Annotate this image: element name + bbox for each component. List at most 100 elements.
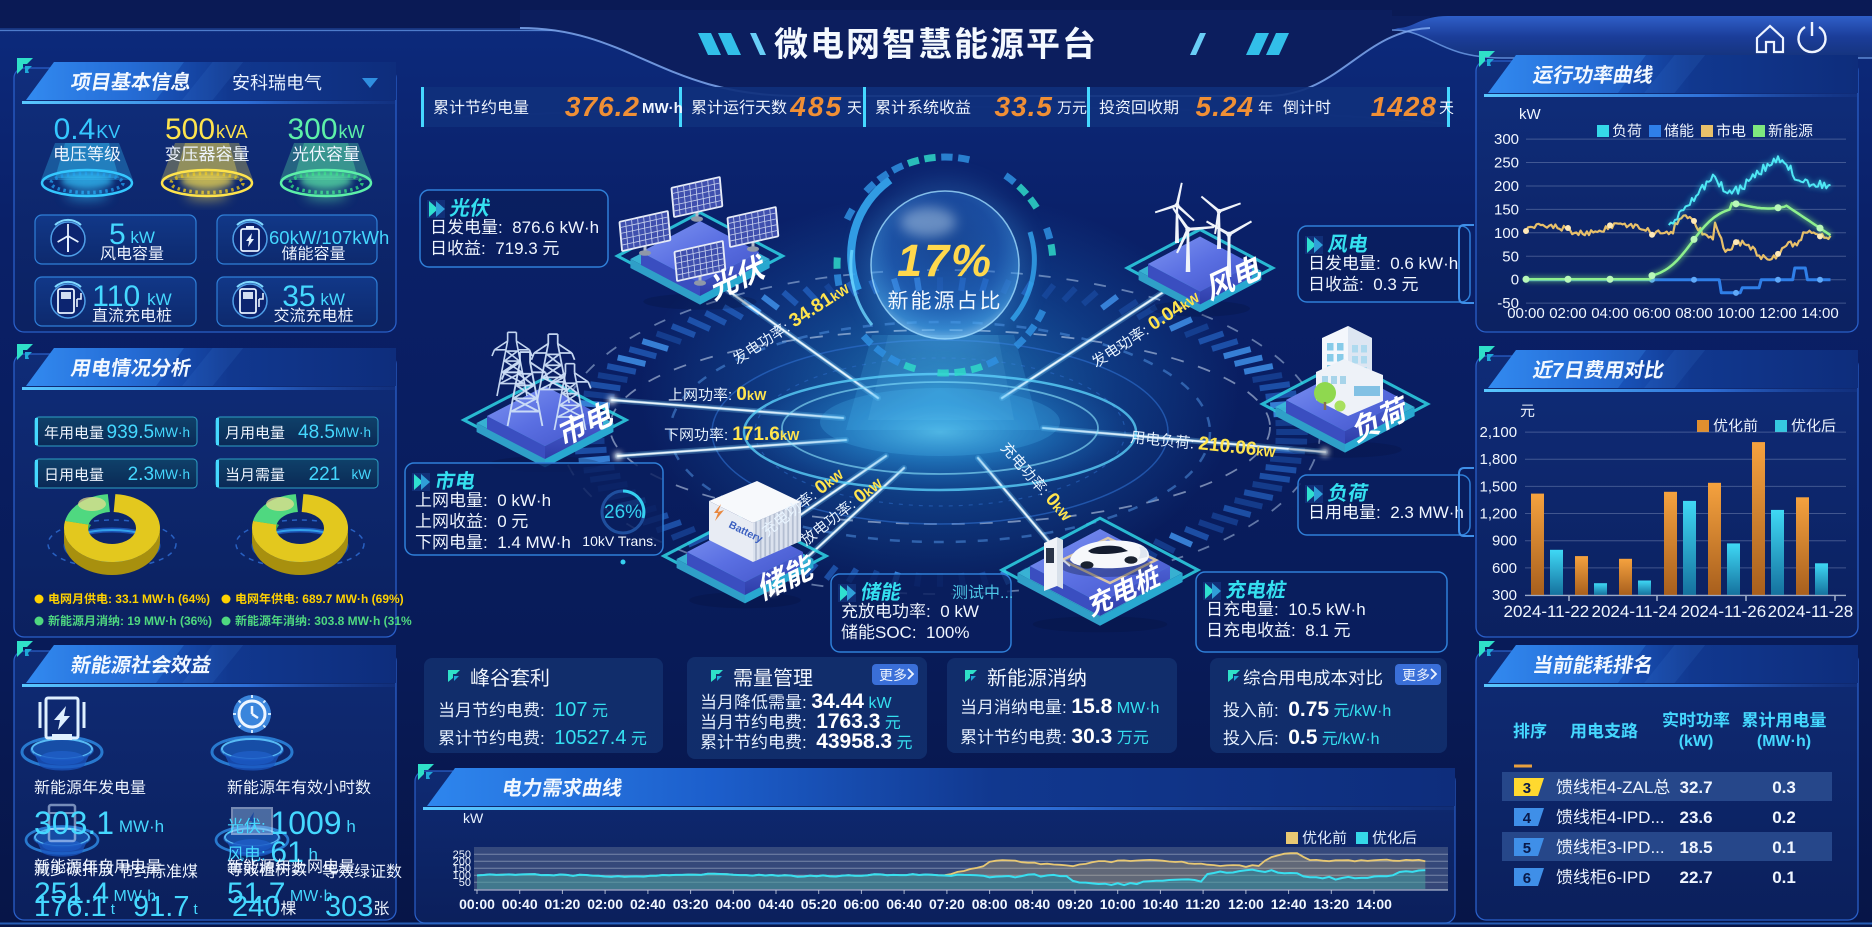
svg-text:2.3: 2.3	[128, 464, 154, 485]
svg-text:13:20: 13:20	[1313, 896, 1349, 912]
svg-text:2024-11-24: 2024-11-24	[1592, 602, 1678, 621]
svg-text:1,500: 1,500	[1480, 478, 1518, 495]
svg-text:MW·h: MW·h	[109, 888, 156, 905]
svg-text:kW: kW	[864, 695, 892, 712]
svg-text:1009: 1009	[270, 805, 341, 841]
svg-text::: :	[1062, 728, 1071, 747]
svg-text:200: 200	[453, 856, 471, 868]
svg-text:22.7: 22.7	[1680, 868, 1713, 887]
svg-text:300: 300	[1492, 587, 1517, 604]
svg-text:107: 107	[554, 699, 587, 721]
svg-text:4: 4	[1523, 810, 1532, 827]
svg-text:6-IPD: 6-IPD	[1607, 868, 1650, 887]
svg-text::: :	[261, 817, 270, 836]
svg-text:2024-11-26: 2024-11-26	[1681, 602, 1767, 621]
svg-text:100: 100	[1494, 225, 1519, 242]
svg-text::: :	[108, 592, 115, 606]
svg-text:10:00: 10:00	[1717, 305, 1755, 322]
svg-text:17%: 17%	[897, 235, 993, 286]
svg-text:kW: kW	[1519, 106, 1542, 123]
svg-text:1763.3: 1763.3	[816, 710, 880, 733]
svg-text:14:00: 14:00	[1801, 305, 1839, 322]
svg-text::: :	[483, 512, 497, 531]
svg-text::: :	[498, 218, 512, 237]
svg-text:33.1 MW·h (64%): 33.1 MW·h (64%)	[115, 592, 210, 606]
svg-text:150: 150	[1494, 201, 1519, 218]
svg-text:26%: 26%	[604, 502, 642, 523]
svg-text:300: 300	[1494, 131, 1519, 148]
svg-text:2,100: 2,100	[1480, 424, 1518, 441]
svg-text:900: 900	[1492, 533, 1517, 550]
svg-text:10527.4: 10527.4	[554, 727, 626, 749]
svg-text:50: 50	[1502, 248, 1519, 265]
svg-text:00:40: 00:40	[502, 896, 538, 912]
svg-text:06:00: 06:00	[1633, 305, 1671, 322]
svg-text:2.3 MW·h: 2.3 MW·h	[1390, 503, 1464, 522]
svg-text:02:00: 02:00	[1549, 305, 1587, 322]
svg-text:KV: KV	[96, 122, 120, 142]
svg-text:07:20: 07:20	[929, 896, 965, 912]
svg-text:303.8 MW·h (31%: 303.8 MW·h (31%	[314, 614, 412, 628]
svg-text:h: h	[342, 817, 356, 836]
svg-text:100%: 100%	[926, 623, 969, 642]
svg-text::: :	[1189, 435, 1199, 453]
svg-text:1428: 1428	[1371, 91, 1437, 122]
svg-text:14:00: 14:00	[1356, 896, 1392, 912]
svg-text:02:00: 02:00	[587, 896, 623, 912]
svg-text:00:00: 00:00	[459, 896, 495, 912]
svg-text:0: 0	[736, 384, 747, 405]
svg-text:19 MW·h (36%): 19 MW·h (36%)	[127, 614, 212, 628]
svg-text:0 kW·h: 0 kW·h	[497, 491, 551, 510]
svg-text::: :	[295, 592, 302, 606]
svg-text::: :	[1291, 621, 1305, 640]
svg-text:t: t	[189, 901, 198, 918]
svg-text::: :	[802, 733, 816, 752]
svg-text:251.4: 251.4	[34, 877, 109, 910]
svg-text::: :	[1062, 698, 1071, 717]
svg-text:05:20: 05:20	[801, 896, 837, 912]
svg-text:50: 50	[459, 877, 471, 889]
svg-text:1,200: 1,200	[1480, 506, 1518, 523]
svg-text:kW: kW	[340, 467, 371, 482]
svg-text::: :	[1376, 503, 1390, 522]
svg-text:43958.3: 43958.3	[816, 730, 892, 753]
svg-text:12:40: 12:40	[1271, 896, 1307, 912]
svg-text:0: 0	[1511, 272, 1519, 289]
svg-text:kW: kW	[747, 388, 767, 403]
svg-text:02:40: 02:40	[630, 896, 666, 912]
svg-text:10:40: 10:40	[1143, 896, 1179, 912]
svg-text:04:40: 04:40	[758, 896, 794, 912]
svg-text:08:00: 08:00	[972, 896, 1008, 912]
svg-text:48.5: 48.5	[298, 422, 335, 443]
svg-text:04:00: 04:00	[1591, 305, 1629, 322]
svg-text:12:00: 12:00	[1228, 896, 1264, 912]
svg-text:0.2: 0.2	[1772, 808, 1796, 827]
svg-text:100: 100	[453, 870, 471, 882]
svg-text:500: 500	[165, 113, 215, 146]
svg-text::: :	[1274, 701, 1288, 720]
svg-text:0.3: 0.3	[1772, 778, 1796, 797]
svg-text:8.1: 8.1	[1305, 621, 1333, 640]
svg-text:-50: -50	[1497, 295, 1519, 312]
svg-text::: :	[724, 427, 732, 444]
svg-text:/kW·h: /kW·h	[1350, 703, 1392, 720]
svg-text:376.2: 376.2	[565, 91, 640, 122]
svg-text:MW·h: MW·h	[335, 425, 371, 440]
svg-text:0 kW: 0 kW	[940, 602, 979, 621]
svg-text::: :	[307, 614, 314, 628]
svg-text:0.1: 0.1	[1772, 868, 1796, 887]
svg-text:939.5: 939.5	[107, 422, 155, 443]
svg-text:h: h	[304, 845, 318, 864]
svg-text:MW·h: MW·h	[114, 817, 164, 836]
svg-text:(kW): (kW)	[1679, 733, 1714, 750]
svg-text::: :	[802, 693, 811, 712]
svg-text::: :	[728, 387, 736, 404]
svg-text:18.5: 18.5	[1680, 838, 1713, 857]
svg-text:1.4 MW·h: 1.4 MW·h	[497, 533, 571, 552]
svg-text:4-ZAL: 4-ZAL	[1607, 778, 1653, 797]
svg-text:600: 600	[1492, 560, 1517, 577]
svg-text:250: 250	[453, 849, 471, 861]
svg-text:876.6 kW·h: 876.6 kW·h	[512, 218, 599, 237]
svg-text:0.6 kW·h: 0.6 kW·h	[1390, 254, 1458, 273]
svg-text:03:20: 03:20	[673, 896, 709, 912]
